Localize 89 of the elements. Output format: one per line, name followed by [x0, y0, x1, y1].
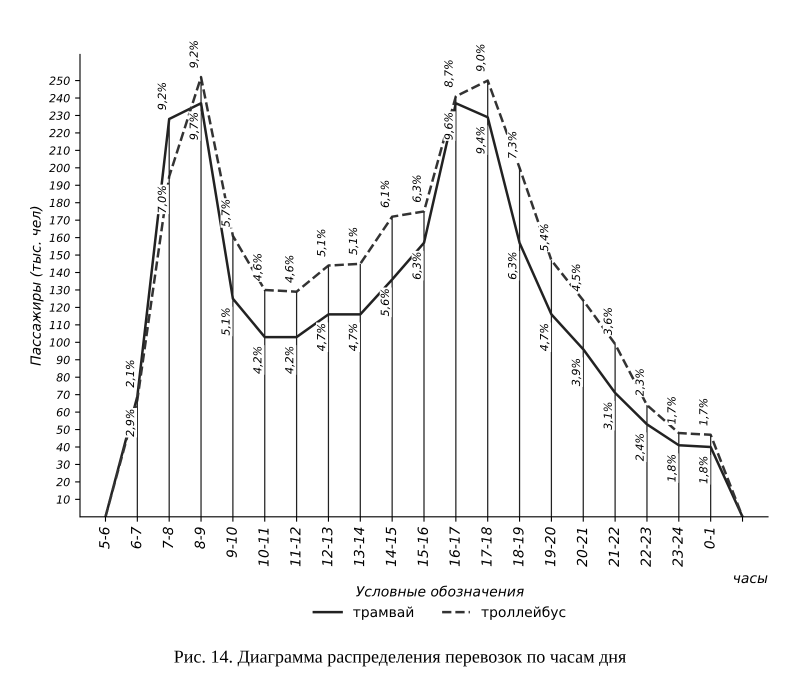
y-tick-label: 170	[50, 216, 70, 225]
annotation: 1,7%	[699, 398, 709, 426]
annotation: 6,3%	[412, 176, 422, 202]
y-tick-label: 190	[50, 181, 70, 190]
x-tick-label: 5-6	[99, 527, 110, 549]
y-tick-label: 50	[56, 426, 70, 434]
annotation: 2,3%	[635, 369, 645, 396]
x-axis-title: часы	[734, 575, 768, 584]
annotation: 3,1%	[604, 402, 614, 430]
x-tick-label: 10-11	[258, 528, 269, 566]
annotation: 4,7%	[540, 324, 550, 352]
y-tick-label: 120	[50, 303, 70, 312]
legend-label: троллейбус	[481, 606, 566, 620]
annotation: 3,6%	[604, 308, 614, 336]
annotation: 4,5%	[572, 264, 582, 292]
x-tick-label: 22-23	[640, 527, 651, 567]
x-tick-label: 18-19	[513, 527, 524, 566]
annotation: 2,1%	[126, 360, 136, 388]
annotation: 4,2%	[253, 346, 263, 374]
y-tick-label: 200	[49, 164, 70, 172]
y-tick-label: 180	[50, 198, 70, 208]
legend-label: трамвай	[353, 606, 414, 620]
annotation: 7,0%	[158, 186, 168, 212]
y-tick-label: 70	[57, 390, 70, 400]
annotation: 6,3%	[412, 252, 422, 280]
y-tick-label: 100	[50, 338, 70, 347]
y-tick-label: 110	[50, 320, 70, 330]
y-tick-label: 220	[49, 128, 70, 138]
x-tick-label: 11-12	[290, 527, 300, 566]
x-tick-label: 21-22	[608, 527, 619, 567]
annotation: 1,8%	[699, 456, 709, 484]
annotation: 5,1%	[316, 230, 326, 257]
y-tick-label: 30	[56, 460, 70, 469]
y-tick-label: 210	[49, 146, 70, 155]
annotation: 4,7%	[316, 324, 326, 352]
y-tick-label: 140	[50, 268, 70, 277]
legend-title: Условные обозначения	[356, 586, 524, 597]
y-tick-label: 60	[56, 408, 70, 416]
x-tick-label: 14-15	[386, 527, 396, 566]
annotation: 2,4%	[635, 434, 645, 462]
annotation: 4,6%	[253, 254, 263, 282]
y-tick-label: 130	[50, 286, 70, 294]
annotation: 4,2%	[285, 346, 295, 374]
annotation: 2,9%	[126, 410, 136, 437]
y-tick-label: 230	[49, 111, 70, 120]
y-tick-label: 40	[56, 442, 70, 452]
y-axis-title: Пассажиры (тыс. чел)	[30, 206, 44, 366]
annotation: 4,7%	[348, 324, 358, 352]
x-tick-label: 8-9	[194, 527, 206, 549]
x-tick-label: 7-8	[162, 527, 174, 548]
y-tick-label: 20	[56, 478, 70, 486]
y-tick-label: 10	[56, 495, 70, 504]
annotation: 9,2%	[189, 41, 200, 68]
annotation: 9,7%	[189, 112, 200, 140]
x-tick-label: 20-21	[576, 528, 588, 567]
y-tick-label: 80	[56, 373, 70, 382]
annotation: 9,2%	[158, 83, 168, 110]
annotation: 9,0%	[476, 44, 486, 72]
annotation: 9,4%	[476, 126, 486, 154]
x-tick-label: 19-20	[544, 527, 556, 566]
annotation: 5,1%	[348, 228, 358, 255]
y-tick-label: 250	[49, 76, 70, 85]
annotation: 5,6%	[380, 289, 390, 316]
annotation: 3,9%	[572, 359, 582, 386]
x-tick-label: 6-7	[130, 526, 142, 548]
annotation: 9,6%	[444, 112, 454, 140]
y-tick-label: 150	[50, 251, 70, 260]
annotation: 5,1%	[221, 308, 231, 336]
annotation: 1,7%	[667, 397, 677, 424]
text: Рис. 14. Диаграмма распределения перевозок по часам дня	[174, 650, 626, 666]
x-tick-label: 23-24	[672, 528, 683, 567]
x-tick-label: 9-10	[226, 527, 237, 558]
annotation: 6,3%	[508, 252, 518, 280]
x-tick-label: 13-14	[354, 528, 364, 566]
annotation: 7,3%	[508, 132, 518, 158]
x-tick-label: 12-13	[322, 527, 332, 566]
annotation: 8,7%	[444, 60, 454, 88]
annotation: 6,1%	[380, 180, 390, 208]
y-tick-label: 160	[50, 234, 70, 242]
annotation: 5,4%	[540, 224, 550, 252]
x-tick-label: 15-16	[418, 527, 428, 566]
x-tick-label: 16-17	[449, 526, 460, 566]
annotation: 4,6%	[285, 256, 295, 283]
y-tick-label: 90	[56, 356, 70, 364]
x-tick-label: 17-18	[481, 527, 492, 566]
y-tick-label: 240	[49, 94, 70, 102]
annotation: 5,7%	[221, 200, 231, 227]
x-tick-label: 0-1	[704, 528, 715, 549]
annotation: 1,8%	[667, 454, 677, 482]
